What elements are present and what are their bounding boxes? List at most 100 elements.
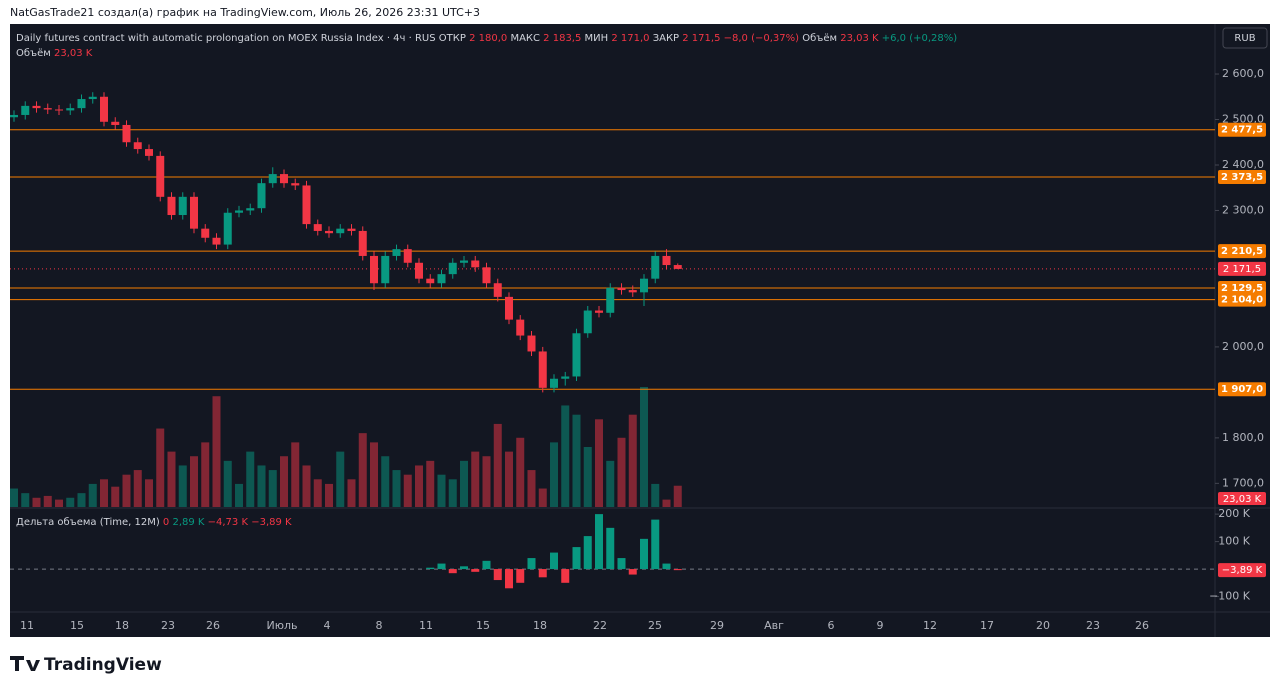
delta-bar (471, 569, 480, 572)
candle-body (505, 296, 513, 320)
delta-bar (538, 569, 547, 578)
delta-bar (437, 563, 446, 570)
y-tick-label: 2 000,0 (1222, 340, 1264, 353)
candle-body (527, 335, 536, 352)
volume-bar (302, 465, 311, 507)
legend-value: 2,89 K (172, 517, 207, 528)
candle-body (133, 142, 142, 150)
currency-button[interactable] (1222, 27, 1268, 49)
volume-bar (651, 483, 660, 507)
x-tick-label: 4 (324, 619, 331, 632)
volume-bar (212, 396, 221, 507)
legend-value: 2 171,5 (682, 33, 723, 44)
legend-title: Daily futures contract with automatic pr… (16, 33, 960, 44)
volume-bar (280, 456, 288, 507)
candle-body (662, 255, 671, 266)
y-tick-label: 1 800,0 (1222, 431, 1264, 444)
legend-value: 0 (163, 517, 173, 528)
volume-bar (538, 488, 547, 507)
volume-bar (358, 433, 367, 507)
volume-bar (178, 465, 187, 507)
candle-body (66, 108, 75, 111)
candle-body (111, 121, 120, 125)
delta-tick-label: 100 K (1218, 535, 1250, 548)
volume-bar (347, 479, 356, 507)
candle-body (347, 228, 356, 231)
volume-bar (572, 414, 581, 507)
candle-body (88, 96, 97, 100)
x-tick-label: 22 (593, 619, 607, 632)
candle-body (493, 283, 502, 297)
x-tick-label: Июль (266, 619, 297, 632)
legend-value: −3,89 K (251, 517, 295, 528)
volume-bar (32, 497, 41, 507)
volume-bar (268, 470, 277, 507)
level-label-box (1218, 292, 1266, 307)
candle-body (617, 287, 626, 291)
volume-bar (66, 497, 75, 507)
logo: TradingView (44, 655, 162, 675)
candle-body (257, 183, 266, 209)
candle-body (595, 310, 603, 313)
candle-body (100, 96, 108, 122)
chart-panel (10, 24, 1270, 637)
legend-value: 2 183,5 (543, 33, 584, 44)
candle-body (235, 210, 243, 213)
volume-bar (100, 479, 108, 507)
candle-body (572, 333, 581, 377)
volume-label: 23,03 K (1223, 494, 1262, 505)
currency[interactable]: RUB (1234, 33, 1255, 44)
volume-bar (370, 442, 378, 507)
candle-body (583, 310, 592, 334)
delta-bar (561, 569, 570, 583)
candle-body (460, 260, 468, 263)
delta-bar (493, 569, 502, 581)
delta-bar (426, 567, 435, 570)
delta-bar (651, 519, 660, 570)
level-label: 2 477,5 (1221, 125, 1263, 136)
delta-bar (572, 547, 581, 570)
candle-body (212, 237, 221, 245)
candle-body (448, 262, 457, 275)
volume-bar (133, 470, 142, 507)
candle-body (415, 262, 423, 279)
x-tick-label: 23 (1086, 619, 1100, 632)
delta-bar (606, 527, 615, 570)
volume-bar (145, 479, 153, 507)
delta-bar (583, 536, 592, 570)
y-tick-label: 2 500,0 (1222, 113, 1264, 126)
logo-icon (10, 656, 40, 671)
level-label: 2 373,5 (1221, 172, 1263, 183)
level-label: 2 129,5 (1221, 283, 1263, 294)
delta-bar (516, 569, 525, 583)
volume-bar (673, 485, 682, 507)
level-label-box (1218, 244, 1266, 259)
x-tick-label: 6 (828, 619, 835, 632)
level-label: 1 907,0 (1221, 384, 1263, 395)
volume-bar (426, 460, 435, 507)
candle-body (32, 105, 41, 109)
candle-body (628, 290, 637, 293)
candle-body (145, 149, 153, 156)
candle-body (246, 208, 255, 211)
legend-key: МИН (585, 33, 612, 44)
x-tick-label: 25 (648, 619, 662, 632)
volume-bar (21, 493, 30, 507)
candle-body (516, 319, 525, 336)
level-label: 2 210,5 (1221, 246, 1263, 257)
candle-body (223, 212, 232, 245)
legend-value: −4,73 K (208, 517, 252, 528)
legend-value: 23,03 K (840, 33, 882, 44)
x-tick-label: 20 (1036, 619, 1050, 632)
volume-bar (156, 428, 165, 507)
x-tick-label: 18 (115, 619, 129, 632)
x-tick-label: 12 (923, 619, 937, 632)
candle-body (21, 105, 30, 115)
volume-bar (583, 447, 592, 507)
delta-bar (460, 566, 468, 570)
delta-tick-label: −100 K (1209, 590, 1251, 603)
volume-bar (381, 456, 390, 507)
delta-bar (505, 569, 513, 589)
volume-bar (111, 486, 120, 507)
x-tick-label: 15 (70, 619, 84, 632)
